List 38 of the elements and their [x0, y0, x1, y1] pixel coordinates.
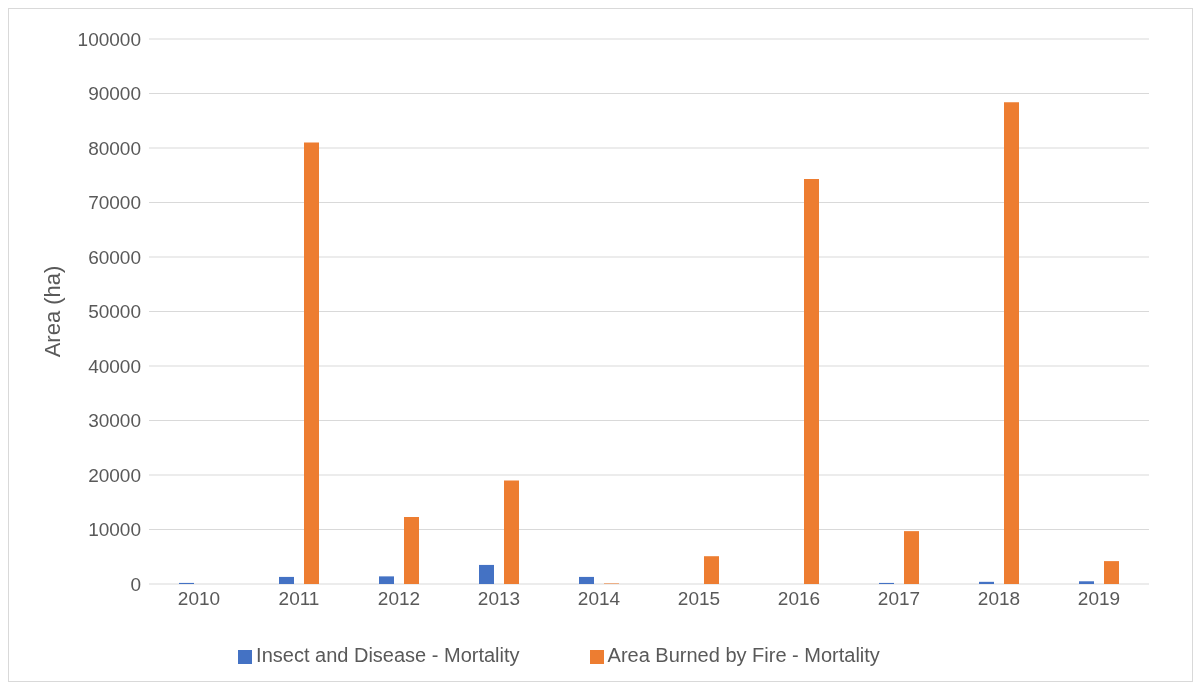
x-tick-label: 2015: [677, 588, 721, 610]
bar: [579, 576, 594, 584]
y-axis-title: Area (ha): [39, 265, 65, 358]
y-tick-label: 60000: [88, 246, 141, 268]
y-tick-label: 20000: [88, 464, 141, 486]
bar: [279, 576, 294, 584]
y-tick-label: 10000: [88, 519, 141, 541]
x-tick-label: 2010: [177, 588, 221, 610]
bar: [504, 480, 519, 584]
x-tick-label: 2014: [577, 588, 621, 610]
y-tick-label: 40000: [88, 355, 141, 377]
y-tick-label: 70000: [88, 192, 141, 214]
x-tick-label: 2016: [777, 588, 821, 610]
bar: [1004, 102, 1019, 584]
bar: [1104, 561, 1119, 584]
y-tick-label: 100000: [77, 28, 141, 50]
legend-label: Area Burned by Fire - Mortality: [607, 644, 880, 666]
y-tick-label: 0: [130, 573, 141, 595]
bar: [904, 531, 919, 584]
y-tick-label: 30000: [88, 410, 141, 432]
bar: [479, 564, 494, 584]
y-tick-label: 80000: [88, 137, 141, 159]
bar: [304, 142, 319, 584]
bar: [979, 581, 994, 584]
x-tick-label: 2017: [877, 588, 921, 610]
legend-label: Insect and Disease - Mortality: [256, 644, 520, 666]
y-tick-label: 50000: [88, 301, 141, 323]
bar: [804, 179, 819, 584]
bar: [379, 576, 394, 584]
x-tick-label: 2013: [477, 588, 521, 610]
y-tick-label: 90000: [88, 83, 141, 105]
bar: [704, 556, 719, 584]
x-tick-label: 2011: [278, 588, 320, 610]
bar: [1079, 581, 1094, 584]
bar: [404, 516, 419, 584]
x-tick-label: 2019: [1077, 588, 1121, 610]
x-tick-label: 2012: [377, 588, 421, 610]
x-tick-label: 2018: [977, 588, 1021, 610]
